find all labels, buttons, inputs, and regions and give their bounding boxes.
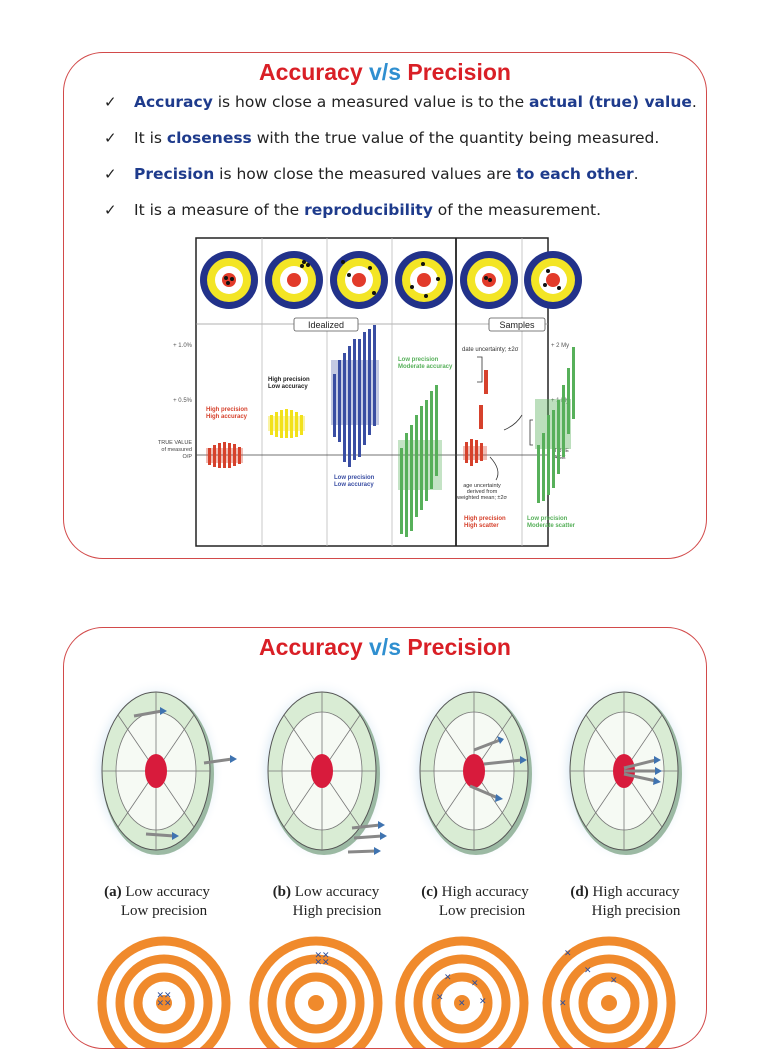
svg-text:weighted mean; ±2σ: weighted mean; ±2σ	[456, 495, 507, 501]
svg-text:✕: ✕	[471, 978, 479, 988]
bar-group-low-precision-moderate-scatter	[535, 347, 575, 503]
precision-accuracy-figure: Idealized Samples + 1.0% + 0.5% TRUE VAL…	[158, 237, 582, 547]
caption-b: (b) Low accuracy High precision	[272, 884, 382, 919]
slide1-title: Accuracy v/s Precision	[259, 59, 511, 85]
label-high-precision-high-scatter: High precision	[464, 516, 506, 522]
samples-panel-label: Samples	[499, 320, 535, 330]
checkmark-icon: ✓	[104, 165, 117, 183]
svg-text:✕✕: ✕✕	[314, 957, 329, 967]
svg-text:High accuracy: High accuracy	[206, 414, 248, 420]
idealized-panel-label: Idealized	[308, 320, 344, 330]
bar-group-high-precision-low-accuracy	[268, 409, 305, 438]
label-low-precision-low-accuracy: Low precision	[334, 475, 375, 481]
label-high-precision-low-accuracy: High precision	[268, 377, 310, 383]
target-icon	[330, 251, 388, 309]
checkmark-icon: ✓	[104, 201, 117, 219]
svg-text:Moderate accuracy: Moderate accuracy	[398, 364, 453, 370]
label-age-uncertainty: age uncertainty	[463, 483, 501, 489]
bar-group-high-precision-high-accuracy	[206, 442, 243, 468]
dartboard-icon	[556, 679, 692, 863]
definition-item: ✓ Accuracy is how close a measured value…	[104, 93, 697, 111]
target-icon	[524, 251, 582, 309]
svg-text:✕✕: ✕✕	[156, 990, 171, 1000]
slide-accuracy-dartboards: Accuracy v/s Precision	[63, 627, 707, 1049]
bar-group-high-precision-high-scatter	[463, 370, 488, 466]
label-low-precision-moderate-accuracy: Low precision	[398, 357, 439, 363]
checkmark-icon: ✓	[104, 129, 117, 147]
svg-text:✕: ✕	[610, 975, 618, 985]
label-low-precision-moderate-scatter: Low precision	[527, 516, 568, 522]
right-tick-label: + 1 My	[551, 398, 569, 404]
svg-text:✕: ✕	[458, 998, 466, 1008]
left-tick-label: + 0.5%	[173, 398, 193, 404]
true-value-label: TRUE VALUE	[158, 440, 192, 446]
svg-text:Low accuracy: Low accuracy	[268, 384, 308, 390]
svg-text:✕: ✕	[436, 992, 444, 1002]
definition-item: ✓ It is closeness with the true value of…	[104, 129, 660, 147]
definition-list: ✓ Accuracy is how close a measured value…	[104, 93, 697, 237]
caption-d: (d) High accuracy High precision	[570, 884, 681, 919]
svg-text:Moderate scatter: Moderate scatter	[527, 523, 576, 529]
orange-target-icon: ✕✕ ✕✕	[249, 936, 383, 1048]
svg-text:✕: ✕	[564, 948, 572, 958]
checkmark-icon: ✓	[104, 93, 117, 111]
target-icon	[460, 251, 518, 309]
true-age-label: TRUE	[554, 448, 569, 454]
label-date-uncertainty: date uncertainty; ±2σ	[462, 347, 519, 353]
svg-text:High scatter: High scatter	[464, 523, 499, 529]
dartboard-illustration: ✕✕ ✕✕ ✕✕ ✕✕ ✕✕ ✕✕ ✕ ✕✕ ✕✕	[88, 679, 692, 1048]
slide2-title: Accuracy v/s Precision	[259, 634, 511, 660]
bar-group-low-precision-moderate-accuracy	[398, 385, 442, 537]
svg-text:✕✕: ✕✕	[314, 950, 329, 960]
bar-group-low-precision-low-accuracy	[331, 325, 379, 467]
label-high-precision-high-accuracy: High precision	[206, 407, 248, 413]
svg-text:✕: ✕	[559, 998, 567, 1008]
true-value-label: O/P	[183, 454, 193, 460]
slide-accuracy-definitions: Accuracy v/s Precision ✓ Accuracy is how…	[63, 52, 707, 559]
true-value-label: of measured	[161, 447, 192, 453]
definition-item: ✓ It is a measure of the reproducibility…	[104, 201, 602, 219]
svg-text:derived from: derived from	[467, 489, 498, 495]
svg-text:✕: ✕	[584, 965, 592, 975]
svg-text:✕: ✕	[444, 972, 452, 982]
dartboard-icon	[254, 679, 390, 863]
caption-c: (c) High accuracy Low precision	[421, 884, 529, 919]
definition-item: ✓ Precision is how close the measured va…	[104, 165, 639, 183]
svg-text:✕✕: ✕✕	[156, 998, 171, 1008]
orange-target-icon: ✕✕ ✕✕ ✕	[395, 936, 529, 1048]
orange-target-icon: ✕ ✕ ✕ ✕	[542, 936, 676, 1048]
orange-target-icon: ✕✕ ✕✕	[97, 936, 231, 1048]
dartboard-icon	[88, 679, 237, 863]
caption-a: (a) Low accuracy Low precision	[104, 884, 210, 919]
target-icon	[265, 251, 323, 309]
svg-text:✕: ✕	[479, 996, 487, 1006]
left-tick-label: + 1.0%	[173, 343, 193, 349]
dartboard-icon	[406, 679, 542, 863]
svg-text:Low accuracy: Low accuracy	[334, 482, 374, 488]
target-icon	[395, 251, 453, 309]
right-tick-label: + 2 My	[551, 343, 569, 349]
target-icon	[200, 251, 258, 309]
